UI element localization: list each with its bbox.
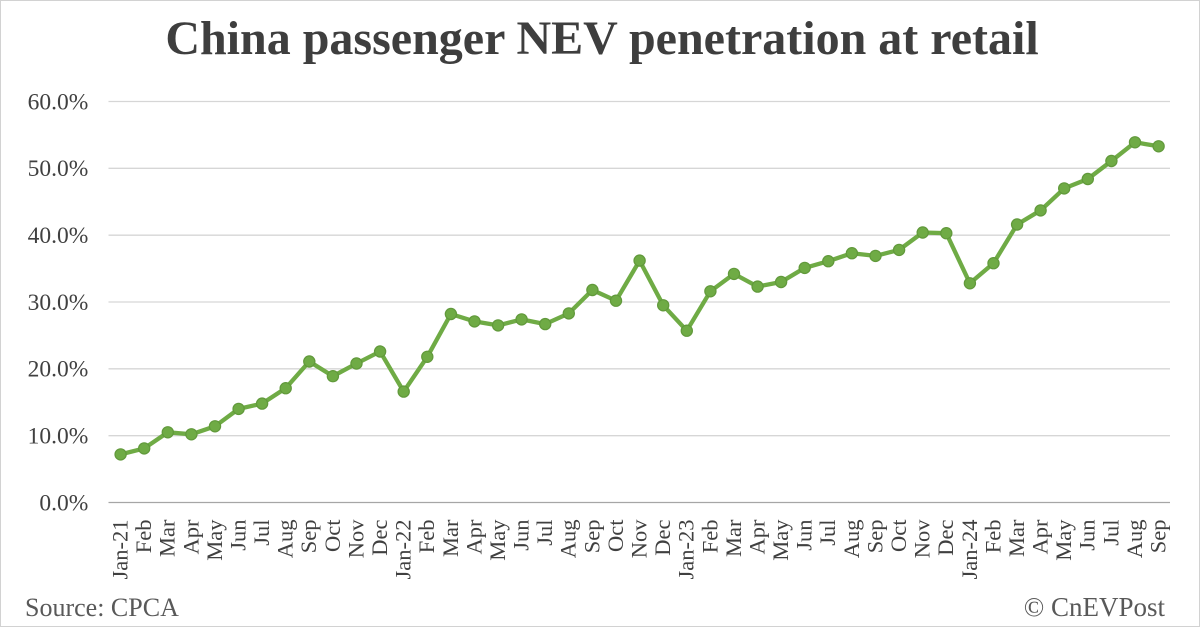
- svg-text:Oct: Oct: [603, 519, 628, 552]
- svg-text:Jul: Jul: [532, 520, 557, 546]
- svg-text:Apr: Apr: [461, 519, 486, 554]
- svg-text:Apr: Apr: [1028, 519, 1053, 554]
- svg-text:May: May: [1051, 519, 1076, 561]
- svg-text:Jul: Jul: [249, 520, 274, 546]
- svg-text:Nov: Nov: [910, 519, 935, 558]
- svg-text:Apr: Apr: [745, 519, 770, 554]
- svg-text:Dec: Dec: [933, 519, 958, 555]
- svg-text:Jul: Jul: [1098, 520, 1123, 546]
- svg-text:Aug: Aug: [1122, 520, 1147, 559]
- svg-text:May: May: [768, 519, 793, 561]
- svg-text:Jun: Jun: [509, 520, 534, 551]
- svg-text:Feb: Feb: [131, 520, 156, 554]
- svg-text:Jul: Jul: [815, 520, 840, 546]
- svg-text:Sep: Sep: [296, 520, 321, 554]
- svg-text:Jun: Jun: [226, 520, 251, 551]
- svg-text:Sep: Sep: [1146, 520, 1171, 554]
- svg-text:Aug: Aug: [273, 520, 298, 559]
- svg-text:60.0%: 60.0%: [28, 89, 89, 115]
- svg-text:Sep: Sep: [579, 520, 604, 554]
- svg-text:Mar: Mar: [155, 519, 180, 557]
- svg-text:Nov: Nov: [343, 519, 368, 558]
- svg-text:May: May: [202, 519, 227, 561]
- svg-text:Feb: Feb: [980, 520, 1005, 554]
- svg-text:Jan-24: Jan-24: [957, 520, 982, 580]
- svg-text:40.0%: 40.0%: [28, 223, 89, 249]
- svg-text:Mar: Mar: [1004, 519, 1029, 557]
- svg-text:Aug: Aug: [556, 520, 581, 559]
- svg-text:0.0%: 0.0%: [39, 490, 88, 516]
- svg-text:30.0%: 30.0%: [28, 290, 89, 316]
- svg-text:Oct: Oct: [320, 519, 345, 552]
- svg-text:Nov: Nov: [627, 519, 652, 558]
- svg-text:Sep: Sep: [862, 520, 887, 554]
- svg-text:Jan-21: Jan-21: [108, 520, 133, 580]
- svg-text:Jun: Jun: [792, 520, 817, 551]
- svg-text:Jun: Jun: [1075, 520, 1100, 551]
- svg-text:May: May: [485, 519, 510, 561]
- svg-text:50.0%: 50.0%: [28, 156, 89, 182]
- svg-text:Mar: Mar: [438, 519, 463, 557]
- svg-text:Apr: Apr: [178, 519, 203, 554]
- svg-text:Mar: Mar: [721, 519, 746, 557]
- svg-text:Feb: Feb: [414, 520, 439, 554]
- svg-text:Jan-22: Jan-22: [391, 520, 416, 580]
- svg-text:Feb: Feb: [697, 520, 722, 554]
- svg-text:20.0%: 20.0%: [28, 357, 89, 383]
- svg-text:10.0%: 10.0%: [28, 424, 89, 450]
- svg-text:Aug: Aug: [839, 520, 864, 559]
- svg-text:Dec: Dec: [650, 519, 675, 555]
- svg-text:Oct: Oct: [886, 519, 911, 552]
- svg-text:Dec: Dec: [367, 519, 392, 555]
- svg-text:Jan-23: Jan-23: [674, 520, 699, 580]
